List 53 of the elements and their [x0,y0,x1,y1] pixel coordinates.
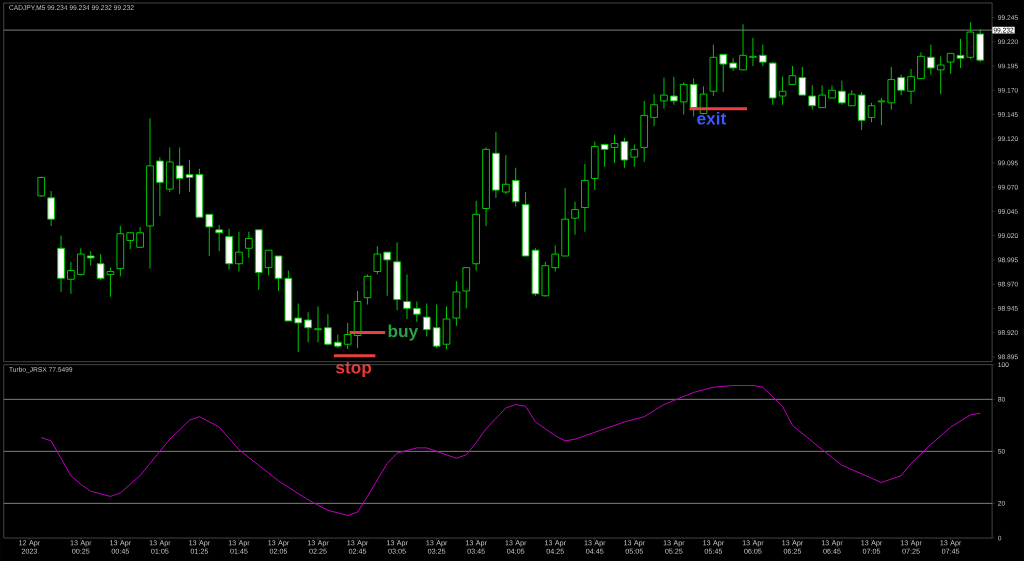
candlestick [403,273,411,320]
candlestick [373,245,382,275]
candlestick [205,213,214,257]
candlestick [758,44,767,67]
candlestick [571,201,579,236]
candlestick [244,231,253,259]
candlestick [798,66,807,96]
candlestick [897,74,906,96]
candlestick [926,44,935,76]
candlestick [887,66,896,111]
candlestick [175,146,184,195]
candlestick [551,244,560,273]
candlestick [650,93,658,127]
candlestick [136,226,144,248]
candlestick [808,84,817,111]
candlestick [936,55,945,95]
candlestick [907,68,915,105]
candlestick [67,261,75,295]
candlestick [818,84,826,109]
candlestick [76,247,85,276]
candlestick [729,57,738,72]
candlestick [679,81,688,115]
candlestick [669,76,678,106]
candlestick [156,156,164,217]
candlestick [719,53,728,93]
candlestick [778,76,787,106]
candlestick [383,251,392,297]
candlestick [343,322,352,350]
candlestick [630,144,639,168]
annotation: exit [697,111,727,125]
candlestick [511,167,520,208]
candlestick [867,102,876,123]
candlestick [235,231,243,273]
candlestick [422,303,431,337]
candlestick [47,190,56,227]
annotation: stop [335,362,372,377]
candlestick [363,273,372,305]
candlestick [739,23,747,71]
candlestick [314,305,322,343]
candlestick [294,303,303,353]
candlestick [838,80,846,106]
candlestick [462,267,471,309]
candlestick [215,224,224,252]
candlestick [413,301,421,323]
candlestick [304,311,312,343]
candlestick [788,65,797,85]
candlestick [660,77,668,110]
candlestick [501,154,510,195]
candlestick [324,313,332,346]
annotation: buy [388,324,419,341]
candlestick [749,37,757,67]
candlestick [917,51,925,80]
candlestick [877,97,886,126]
